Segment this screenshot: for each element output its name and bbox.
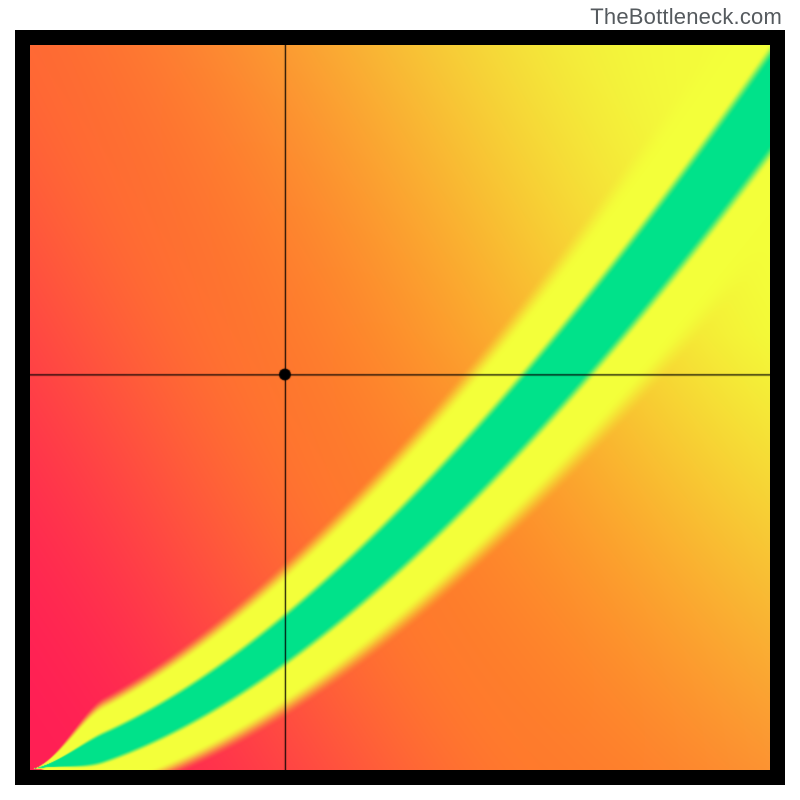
watermark-text: TheBottleneck.com — [590, 4, 782, 30]
heatmap-canvas — [30, 45, 770, 770]
chart-frame — [15, 30, 785, 785]
chart-container: TheBottleneck.com — [0, 0, 800, 800]
